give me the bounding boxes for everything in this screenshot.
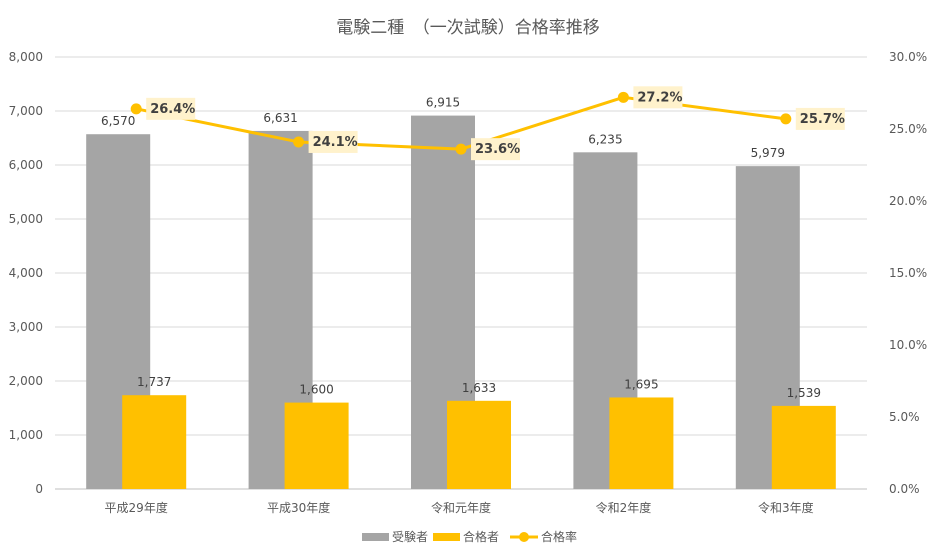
legend-label: 合格率	[541, 529, 577, 544]
bar-label-examinees: 6,915	[426, 96, 460, 110]
legend-swatch	[433, 533, 460, 541]
bars	[86, 115, 836, 489]
y-right-tick-label: 25.0%	[889, 122, 927, 136]
y-left-tick-label: 7,000	[9, 104, 43, 118]
chart-title: 電験二種 （一次試験）合格率推移	[336, 18, 600, 38]
rate-label-bg	[146, 97, 196, 120]
data-labels: 6,570 6,631 6,915 6,235 5,979 1,737 1,600 1,633…	[101, 86, 845, 400]
y-right-tick-label: 5.0%	[889, 410, 920, 424]
bar-passers	[284, 402, 349, 489]
rate-label-bg	[308, 130, 358, 153]
y-left-tick-label: 5,000	[9, 212, 43, 226]
rate-label: 25.7%	[800, 112, 845, 127]
bar-label-passers: 1,695	[624, 377, 658, 391]
legend-marker	[519, 532, 529, 542]
y-left-tick-label: 2,000	[9, 374, 43, 388]
rate-label-bg	[471, 138, 520, 161]
legend-swatch	[362, 533, 389, 541]
y-left-tick-label: 4,000	[9, 266, 43, 280]
y-right-tick-label: 0.0%	[889, 482, 920, 496]
axes: 0 1,000 2,000 3,000 4,000 5,000 6,000 7,000 8,00…	[9, 50, 927, 515]
x-tick-label: 令和2年度	[596, 500, 652, 515]
rate-point	[293, 136, 305, 148]
bar-passers	[771, 405, 836, 489]
x-tick-label: 令和元年度	[431, 500, 491, 515]
rate-label-bg	[795, 107, 845, 130]
bar-label-passers: 1,633	[462, 381, 496, 395]
rate-point	[455, 143, 467, 155]
rate-point	[617, 91, 629, 103]
x-tick-label: 平成29年度	[105, 500, 168, 515]
bar-label-examinees: 5,979	[751, 146, 785, 160]
x-tick-label: 平成30年度	[267, 500, 330, 515]
y-right-tick-label: 10.0%	[889, 338, 927, 352]
legend-label: 合格者	[463, 529, 499, 544]
bar-label-passers: 1,539	[787, 386, 821, 400]
y-left-tick-label: 3,000	[9, 320, 43, 334]
y-left-tick-label: 0	[35, 482, 43, 496]
rate-label: 27.2%	[637, 90, 682, 105]
legend: 受験者 合格者 合格率	[362, 529, 577, 544]
rate-label-bg	[633, 86, 683, 109]
bar-passers	[609, 397, 674, 489]
y-right-tick-label: 30.0%	[889, 50, 927, 64]
y-right-tick-label: 20.0%	[889, 194, 927, 208]
bar-label-examinees: 6,631	[263, 111, 297, 125]
rate-point	[130, 103, 142, 115]
bar-label-passers: 1,737	[137, 375, 171, 389]
bar-label-examinees: 6,570	[101, 114, 135, 128]
rate-point	[780, 113, 792, 125]
bar-label-examinees: 6,235	[588, 132, 622, 146]
rate-label: 24.1%	[313, 135, 358, 150]
y-right-tick-label: 15.0%	[889, 266, 927, 280]
bar-passers	[122, 395, 187, 489]
y-left-tick-label: 6,000	[9, 158, 43, 172]
legend-label: 受験者	[392, 529, 428, 544]
rate-label: 26.4%	[150, 102, 195, 117]
rate-label: 23.6%	[475, 142, 520, 157]
y-left-tick-label: 1,000	[9, 428, 43, 442]
y-left-tick-label: 8,000	[9, 50, 43, 64]
bar-label-passers: 1,600	[299, 383, 333, 397]
x-tick-label: 令和3年度	[758, 500, 814, 515]
bar-passers	[447, 400, 511, 489]
